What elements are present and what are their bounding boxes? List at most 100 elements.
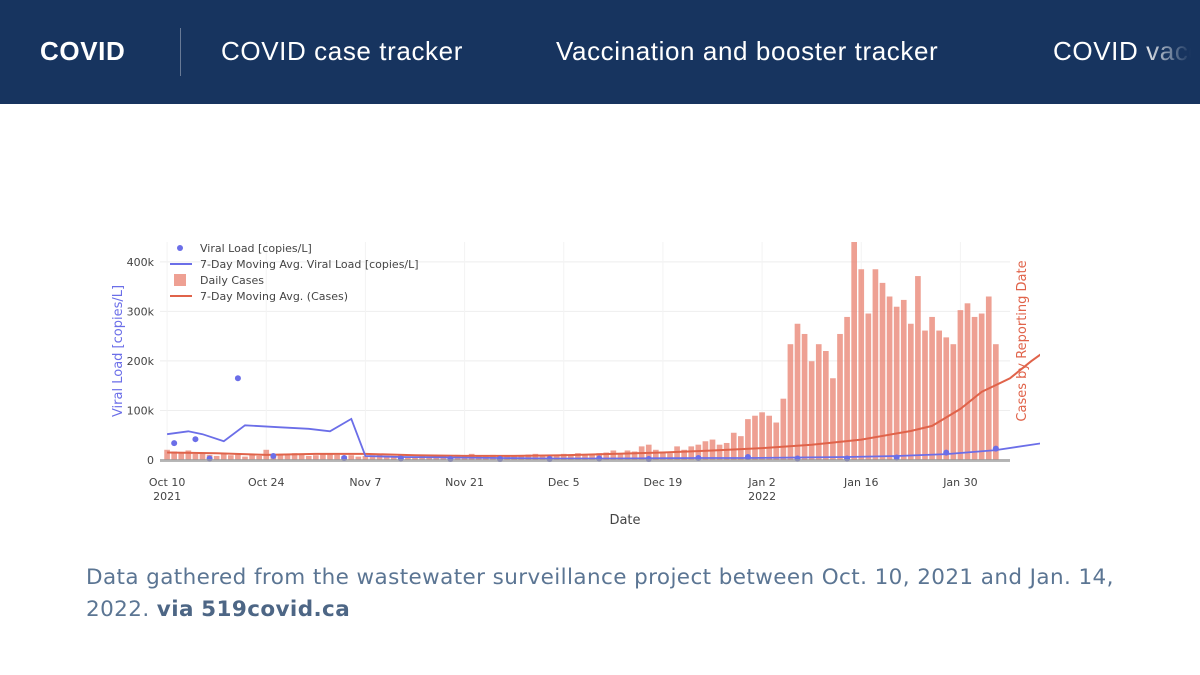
daily-cases-bar: [823, 351, 829, 460]
x-tick-label: Oct 24: [248, 476, 285, 489]
daily-cases-bar: [667, 453, 673, 460]
daily-cases-bar: [851, 242, 857, 460]
legend-swatch-cases-bar: [174, 274, 186, 286]
daily-cases-bar: [688, 446, 695, 460]
cases-moving-avg-line: [167, 353, 1040, 457]
viral-load-point: [744, 454, 751, 461]
daily-cases-bar: [964, 303, 971, 460]
daily-cases-bar: [355, 456, 362, 460]
daily-cases-bar: [390, 455, 397, 460]
daily-cases-bar: [971, 316, 978, 460]
x-tick-sublabel: 2022: [748, 490, 776, 503]
daily-cases-bar: [780, 398, 787, 460]
y-left-axis-title: Viral Load [copies/L]: [111, 285, 126, 417]
daily-cases-bar: [426, 456, 432, 460]
daily-cases-bar: [405, 456, 411, 460]
daily-cases-bar: [348, 455, 355, 460]
daily-cases-bar: [915, 276, 921, 460]
daily-cases-bar: [383, 455, 390, 460]
daily-cases-bar: [695, 444, 702, 460]
daily-cases-bar: [908, 323, 914, 460]
daily-cases-bars: [164, 242, 999, 460]
daily-cases-bar: [220, 453, 227, 460]
daily-cases-bar: [787, 344, 794, 460]
daily-cases-bar: [738, 436, 744, 460]
daily-cases-bar: [228, 455, 234, 460]
daily-cases-bar: [617, 453, 624, 460]
viral-load-point: [192, 436, 199, 443]
viral-load-point: [171, 440, 178, 447]
source-link[interactable]: 519covid.ca: [201, 597, 351, 622]
daily-cases-bar: [815, 344, 822, 460]
daily-cases-bar: [327, 454, 333, 460]
y-right-axis-title: Cases by Reporting Date: [1015, 260, 1030, 421]
nav-brand-link[interactable]: COVID: [40, 36, 126, 66]
daily-cases-bar: [858, 269, 865, 460]
daily-cases-bar: [674, 446, 680, 460]
y-left-tick-label: 200k: [127, 355, 155, 368]
daily-cases-bar: [164, 449, 170, 460]
daily-cases-bar: [185, 450, 192, 460]
daily-cases-bar: [525, 454, 532, 460]
daily-cases-bar: [369, 455, 376, 460]
daily-cases-bar: [235, 453, 241, 460]
viral-load-point: [992, 445, 999, 452]
daily-cases-bar: [922, 330, 928, 460]
legend-entry-label: Daily Cases: [200, 274, 264, 287]
daily-cases-bar: [298, 454, 305, 460]
daily-cases-bar: [213, 455, 220, 460]
daily-cases-bar: [568, 454, 574, 460]
daily-cases-bar: [794, 323, 801, 460]
daily-cases-bar: [716, 444, 723, 460]
daily-cases-bar: [773, 422, 780, 460]
legend-swatch-viral-point: [177, 245, 183, 251]
daily-cases-bar: [950, 344, 957, 460]
y-left-tick-label: 300k: [127, 305, 155, 318]
daily-cases-bar: [277, 453, 284, 460]
daily-cases-bar: [305, 455, 312, 460]
daily-cases-bar: [362, 455, 369, 460]
daily-cases-bar: [589, 453, 595, 460]
y-left-tick-label: 0: [147, 454, 154, 467]
viral-load-point: [234, 375, 241, 382]
daily-cases-bar: [723, 442, 730, 460]
nav-item-vaccination-tracker[interactable]: Vaccination and booster tracker: [556, 36, 939, 66]
daily-cases-bar: [730, 432, 737, 460]
wastewater-chart: 0100k200k300k400k0100200300400500600Oct …: [111, 242, 1040, 528]
daily-cases-bar: [943, 337, 950, 460]
daily-cases-bar: [830, 378, 836, 460]
daily-cases-bar: [808, 361, 815, 460]
x-axis-baseline: [160, 459, 1010, 462]
nav-divider: [180, 28, 181, 76]
legend-entry-label: 7-Day Moving Avg. (Cases): [200, 290, 348, 303]
top-navigation: COVID COVID case tracker Vaccination and…: [0, 0, 1200, 104]
daily-cases-bar: [766, 415, 772, 460]
x-tick-label: Oct 10: [149, 476, 186, 489]
daily-cases-bar: [893, 306, 900, 460]
viral-load-point: [943, 449, 950, 456]
daily-cases-bar: [178, 452, 185, 460]
legend-entry-label: 7-Day Moving Avg. Viral Load [copies/L]: [200, 258, 419, 271]
daily-cases-bar: [837, 333, 843, 460]
y-left-tick-label: 400k: [127, 256, 155, 269]
daily-cases-bar: [844, 316, 850, 460]
daily-cases-bar: [865, 313, 872, 460]
daily-cases-bar: [759, 412, 765, 460]
daily-cases-bar: [334, 454, 340, 460]
daily-cases-bar: [993, 344, 999, 460]
daily-cases-bar: [320, 453, 326, 460]
x-axis-title: Date: [609, 513, 640, 528]
daily-cases-bar: [532, 453, 539, 460]
daily-cases-bar: [291, 453, 298, 460]
x-tick-label: Dec 19: [644, 476, 683, 489]
daily-cases-bar: [872, 269, 879, 460]
daily-cases-bar: [957, 310, 964, 460]
x-tick-label: Jan 16: [843, 476, 878, 489]
daily-cases-bar: [313, 455, 319, 460]
daily-cases-bar: [560, 453, 567, 460]
daily-cases-bar: [879, 282, 886, 460]
caption-via: via: [156, 597, 194, 622]
grid-layer: [160, 242, 1010, 461]
daily-cases-bar: [433, 456, 440, 460]
nav-item-case-tracker[interactable]: COVID case tracker: [221, 36, 463, 66]
